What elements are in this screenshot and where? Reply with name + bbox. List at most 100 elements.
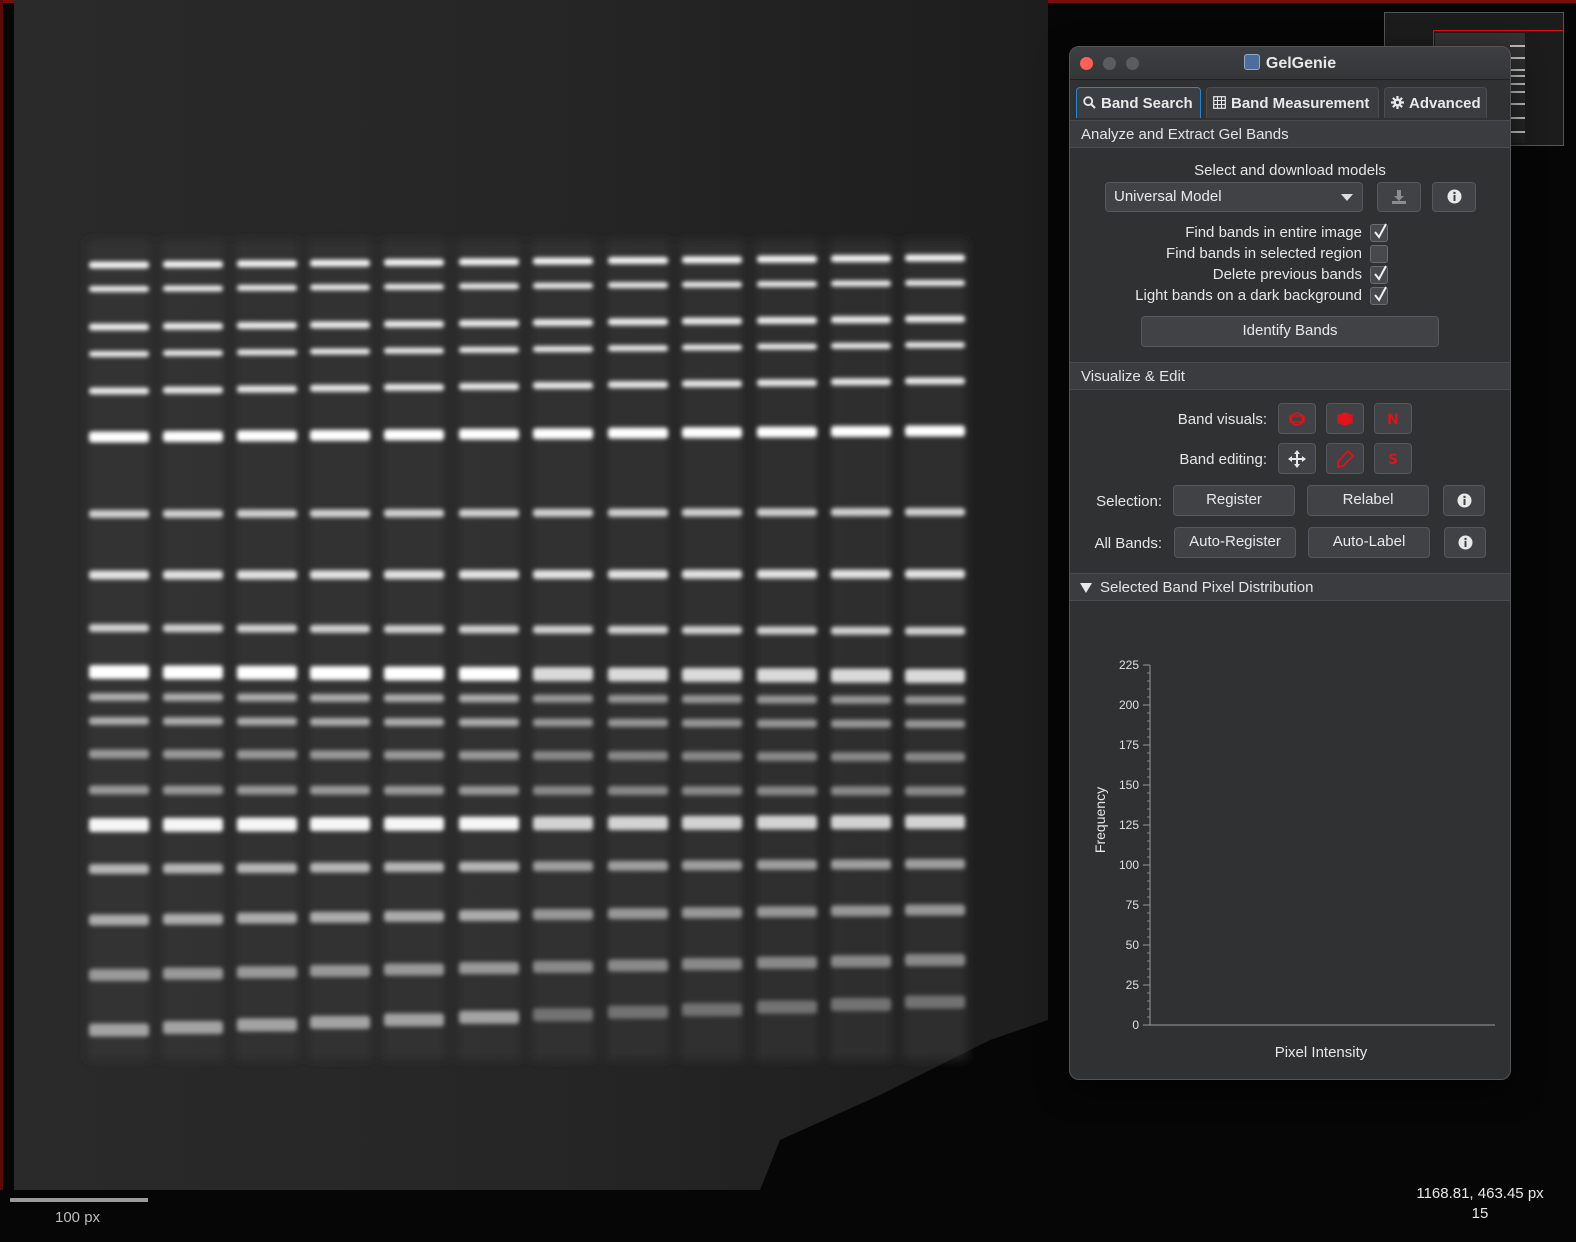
snap-tool-button[interactable]: S xyxy=(1374,443,1412,474)
band-names-toggle[interactable]: N xyxy=(1374,403,1412,434)
gel-band xyxy=(682,667,742,682)
gel-lane xyxy=(755,240,819,1060)
overview-band xyxy=(1510,57,1525,59)
model-dropdown[interactable]: Universal Model xyxy=(1105,182,1363,212)
overview-band xyxy=(1510,117,1525,119)
model-info-button[interactable] xyxy=(1432,182,1476,212)
gel-lane xyxy=(235,240,299,1060)
checkbox-delete-previous[interactable] xyxy=(1370,265,1388,284)
distribution-section-header[interactable]: Selected Band Pixel Distribution xyxy=(1070,573,1510,601)
auto-register-button[interactable]: Auto-Register xyxy=(1174,527,1296,558)
gel-band xyxy=(237,624,297,633)
gel-lane xyxy=(606,240,670,1060)
checkmark-icon xyxy=(1374,265,1387,281)
visualize-section-header[interactable]: Visualize & Edit xyxy=(1070,362,1510,390)
gel-band xyxy=(757,426,817,438)
gel-band xyxy=(310,785,370,795)
tab-label: Band Search xyxy=(1101,95,1193,112)
gel-band xyxy=(163,1020,223,1034)
gel-band xyxy=(608,282,668,289)
gel-band xyxy=(831,426,891,438)
gel-lane xyxy=(903,240,967,1060)
band-outline-toggle[interactable] xyxy=(1278,403,1316,434)
gel-band xyxy=(459,625,519,634)
gel-band xyxy=(310,862,370,873)
move-tool-button[interactable] xyxy=(1278,443,1316,474)
gel-band xyxy=(682,256,742,264)
triangle-down-icon xyxy=(1080,583,1092,593)
gel-band xyxy=(384,1013,444,1027)
y-tick-label: 225 xyxy=(1119,658,1139,672)
gel-band xyxy=(831,955,891,968)
gel-band xyxy=(533,1008,593,1022)
gel-band xyxy=(89,570,149,580)
gel-band xyxy=(757,343,817,350)
checkbox-selected-region[interactable] xyxy=(1370,245,1388,263)
selection-border-left xyxy=(0,0,3,1190)
tab-advanced[interactable]: Advanced xyxy=(1384,87,1487,118)
gel-band xyxy=(310,570,370,580)
band-fill-toggle[interactable] xyxy=(1326,403,1364,434)
close-window-button[interactable] xyxy=(1080,57,1093,70)
gel-band xyxy=(163,624,223,633)
selection-info-button[interactable] xyxy=(1443,485,1485,516)
gel-band xyxy=(89,914,149,926)
register-button[interactable]: Register xyxy=(1173,485,1295,516)
checkbox-light-bands[interactable] xyxy=(1370,286,1388,305)
gel-band xyxy=(608,345,668,352)
gel-band xyxy=(163,913,223,925)
y-tick-label: 25 xyxy=(1126,978,1140,992)
gel-lane xyxy=(680,240,744,1060)
gel-band xyxy=(459,785,519,795)
gelgenie-window[interactable]: GelGenie Band Search Band Measurement Ad… xyxy=(1069,46,1511,1080)
gel-band xyxy=(757,786,817,796)
option-label-selected-region: Find bands in selected region xyxy=(1166,245,1362,262)
gel-band xyxy=(682,626,742,635)
gel-band xyxy=(682,719,742,728)
relabel-button[interactable]: Relabel xyxy=(1307,485,1429,516)
gel-band xyxy=(831,695,891,704)
gel-band xyxy=(831,626,891,635)
tab-band-measurement[interactable]: Band Measurement xyxy=(1206,87,1379,118)
gel-band xyxy=(757,751,817,761)
gel-band xyxy=(384,694,444,703)
tab-band-search[interactable]: Band Search xyxy=(1076,87,1201,118)
gel-band xyxy=(89,431,149,443)
gel-band xyxy=(89,717,149,725)
checkbox-entire-image[interactable] xyxy=(1370,223,1388,242)
gel-band xyxy=(533,428,593,440)
gel-band xyxy=(757,255,817,263)
identify-bands-button[interactable]: Identify Bands xyxy=(1141,316,1439,347)
gel-band xyxy=(533,667,593,682)
cursor-coords: 1168.81, 463.45 px xyxy=(1416,1185,1544,1202)
gel-band xyxy=(459,1010,519,1024)
gel-band xyxy=(237,817,297,832)
auto-label-button[interactable]: Auto-Label xyxy=(1308,527,1430,558)
gel-band xyxy=(459,258,519,266)
gel-band xyxy=(905,696,965,704)
analyze-section-header[interactable]: Analyze and Extract Gel Bands xyxy=(1070,120,1510,148)
title-bar[interactable]: GelGenie xyxy=(1070,47,1510,80)
gel-band xyxy=(682,281,742,288)
gel-band xyxy=(384,718,444,727)
brush-tool-button[interactable] xyxy=(1326,443,1364,474)
gel-band xyxy=(89,864,149,874)
option-label-light-bands: Light bands on a dark background xyxy=(1135,287,1362,304)
gel-band xyxy=(237,509,297,518)
gel-band xyxy=(608,1005,668,1019)
band-fill-icon xyxy=(1337,412,1353,426)
gel-band xyxy=(459,346,519,353)
download-model-button[interactable] xyxy=(1377,182,1421,212)
minimize-window-button[interactable] xyxy=(1103,57,1116,70)
gel-band xyxy=(608,718,668,727)
gel-band xyxy=(533,909,593,921)
gel-band xyxy=(608,959,668,972)
gel-band xyxy=(905,508,965,516)
zoom-window-button[interactable] xyxy=(1126,57,1139,70)
gel-band xyxy=(905,752,965,762)
svg-text:S: S xyxy=(1388,452,1398,468)
gel-band xyxy=(533,257,593,265)
all-bands-info-button[interactable] xyxy=(1444,527,1486,558)
gel-band xyxy=(757,316,817,324)
